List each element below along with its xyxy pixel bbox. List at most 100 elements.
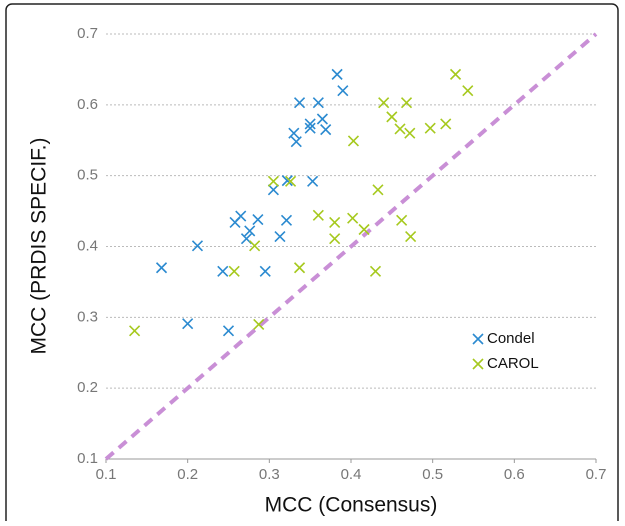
y-tick-label: 0.5 <box>77 167 98 184</box>
marker-stroke <box>331 68 343 80</box>
scatter-point <box>449 68 462 80</box>
scatter-point <box>293 97 306 109</box>
scatter-point <box>331 68 343 80</box>
scatter-point <box>252 214 264 226</box>
scatter-point <box>369 265 382 277</box>
scatter-point <box>400 97 413 109</box>
scatter-point <box>440 118 452 130</box>
scatter-point <box>304 118 316 130</box>
scatter-point <box>386 111 398 123</box>
marker-stroke <box>259 265 271 277</box>
scatter-point <box>222 325 235 337</box>
scatter-point <box>372 184 384 196</box>
legend-marker <box>472 358 484 370</box>
marker-stroke <box>405 231 417 243</box>
x-axis-label: MCC (Consensus) <box>265 494 438 517</box>
marker-stroke <box>285 175 297 187</box>
x-tick-label: 0.4 <box>341 466 362 483</box>
scatter-point <box>312 97 324 109</box>
scatter-point <box>229 216 241 228</box>
marker-stroke <box>129 325 141 337</box>
marker-stroke <box>378 97 390 109</box>
marker-stroke <box>440 118 452 130</box>
scatter-point <box>424 122 436 134</box>
scatter-point <box>378 97 390 109</box>
marker-stroke <box>329 233 341 245</box>
marker-stroke <box>304 122 316 134</box>
marker-stroke <box>267 184 279 196</box>
x-tick-label: 0.5 <box>422 466 443 483</box>
marker-stroke <box>280 214 293 226</box>
marker-stroke <box>222 325 235 337</box>
marker-stroke <box>424 122 436 134</box>
marker-stroke <box>358 223 370 236</box>
marker-stroke <box>337 85 349 97</box>
marker-stroke <box>329 216 341 228</box>
marker-stroke <box>404 127 416 139</box>
scatter-point <box>312 209 324 221</box>
y-tick-label: 0.6 <box>77 96 98 113</box>
marker-stroke <box>293 262 306 274</box>
y-tick-label: 0.4 <box>77 237 98 254</box>
scatter-point <box>347 135 360 147</box>
scatter-point <box>337 85 349 97</box>
marker-stroke <box>304 118 316 130</box>
marker-stroke <box>400 97 413 109</box>
y-tick-label: 0.1 <box>77 450 98 467</box>
marker-stroke <box>316 113 328 125</box>
scatter-point <box>404 127 416 139</box>
marker-stroke <box>462 85 474 97</box>
scatter-point <box>329 216 341 228</box>
marker-stroke <box>191 240 204 252</box>
marker-stroke <box>217 265 229 277</box>
marker-stroke <box>347 135 360 147</box>
scatter-point <box>347 212 359 224</box>
scatter-point <box>405 231 417 243</box>
scatter-point <box>259 265 271 277</box>
marker-stroke <box>274 231 286 243</box>
scatter-point <box>191 240 204 252</box>
marker-stroke <box>312 209 324 221</box>
marker-stroke <box>347 212 359 224</box>
scatter-point <box>462 85 474 97</box>
scatter-point <box>316 113 328 125</box>
scatter-point <box>329 233 341 245</box>
marker-stroke <box>472 333 484 345</box>
scatter-point <box>267 184 279 196</box>
marker-stroke <box>288 127 300 139</box>
diagonal-reference <box>104 32 598 461</box>
scatter-point <box>288 127 300 139</box>
marker-stroke <box>320 124 332 136</box>
scatter-point <box>217 265 229 277</box>
scatter-point <box>182 318 194 330</box>
scatter-point <box>320 124 332 136</box>
y-tick-label: 0.7 <box>77 25 98 42</box>
marker-stroke <box>281 175 293 187</box>
y-axis-label: MCC (PRDIS SPECIF.) <box>28 137 51 354</box>
marker-stroke <box>394 123 406 135</box>
x-tick-label: 0.7 <box>586 466 607 483</box>
scatter-point <box>274 231 286 243</box>
x-tick-label: 0.3 <box>259 466 280 483</box>
marker-stroke <box>228 265 240 277</box>
marker-stroke <box>182 318 194 330</box>
scatter-point <box>293 262 306 274</box>
marker-stroke <box>449 68 462 80</box>
marker-stroke <box>396 214 408 226</box>
scatter-point <box>155 262 168 274</box>
marker-stroke <box>252 214 264 226</box>
marker-stroke <box>155 262 168 274</box>
scatter-point <box>253 318 265 330</box>
x-tick-label: 0.2 <box>177 466 198 483</box>
scatter-point <box>228 265 240 277</box>
panel-border <box>5 3 619 526</box>
marker-stroke <box>267 175 279 187</box>
scatter-point <box>249 240 261 252</box>
scatter-point <box>358 223 370 236</box>
marker-stroke <box>369 265 382 277</box>
scatter-point <box>304 122 316 134</box>
marker-stroke <box>253 318 265 330</box>
scatter-point <box>244 225 256 237</box>
scatter-point <box>396 214 408 226</box>
